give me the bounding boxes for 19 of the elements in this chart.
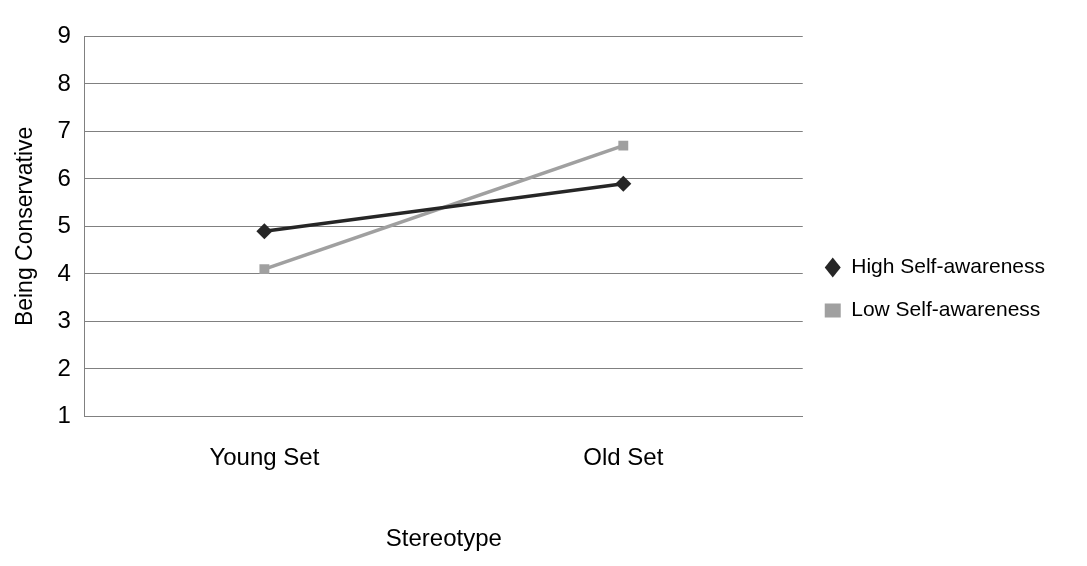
legend-label: High Self-awareness <box>851 254 1046 278</box>
y-tick-label: 7 <box>57 116 71 144</box>
point <box>618 140 629 151</box>
point <box>256 223 273 240</box>
y-tick-label: 8 <box>57 68 71 96</box>
x-tick-label: Old Set <box>583 443 664 471</box>
y-tick-label: 5 <box>57 211 71 239</box>
y-tick-label: 4 <box>57 258 71 286</box>
y-tick-label: 2 <box>57 353 71 381</box>
y-tick-label: 1 <box>57 401 71 429</box>
y-tick-label: 9 <box>57 21 71 49</box>
y-axis-title: Being Conservative <box>11 126 38 327</box>
x-axis-title: Stereotype <box>385 524 502 552</box>
legend-label: Low Self-awareness <box>851 297 1041 321</box>
point <box>615 175 632 192</box>
x-tick-label: Young Set <box>209 443 320 471</box>
y-tick-label: 6 <box>57 163 71 191</box>
point <box>259 264 270 275</box>
y-tick-label: 3 <box>57 306 71 334</box>
